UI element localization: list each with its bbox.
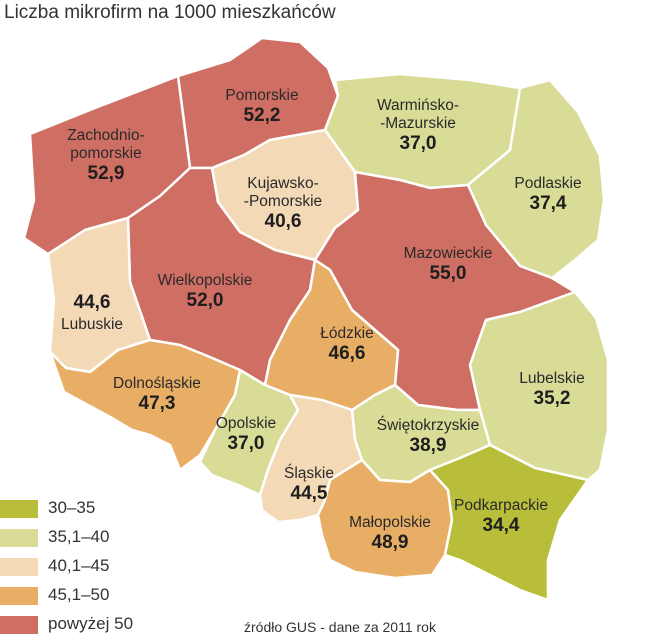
region-value: 44,6 [74, 292, 111, 313]
region-value: 47,3 [139, 393, 176, 414]
region-name: Podlaskie [514, 175, 581, 192]
region-value: 37,0 [400, 133, 437, 154]
legend-item: 45,1–50 [0, 584, 200, 608]
region-name: Małopolskie [349, 514, 431, 531]
region-value: 44,5 [291, 483, 328, 504]
region-podkarpackie[interactable] [428, 443, 590, 602]
region-value: 52,9 [88, 163, 125, 184]
legend-label: powyżej 50 [48, 614, 134, 633]
region-slaskie[interactable] [258, 393, 364, 524]
region-name: Warmińsko- [377, 97, 459, 114]
legend-label: 45,1–50 [48, 585, 110, 604]
region-name: Wielkopolskie [158, 272, 253, 289]
region-name: pomorskie [70, 145, 142, 162]
region-value: 48,9 [372, 532, 409, 553]
region-value: 55,0 [430, 263, 467, 284]
region-value: 40,6 [265, 211, 302, 232]
region-name: Łódzkie [320, 325, 373, 342]
region-value: 52,0 [187, 290, 224, 311]
region-malopolskie[interactable] [316, 458, 454, 580]
region-name: -Pomorskie [244, 193, 322, 210]
map-title: Liczba mikrofirm na 1000 mieszkańców [4, 2, 336, 23]
legend-item: 40,1–45 [0, 555, 200, 579]
legend-item: 35,1–40 [0, 526, 200, 550]
region-name: Lubuskie [61, 316, 123, 333]
region-name: Pomorskie [225, 87, 298, 104]
region-value: 52,2 [244, 105, 281, 126]
legend-swatch [0, 529, 38, 547]
region-name: Śląskie [284, 464, 334, 482]
region-value: 37,4 [530, 193, 567, 214]
legend-label: 40,1–45 [48, 556, 110, 575]
region-name: Podkarpackie [454, 497, 548, 514]
region-name: Dolnośląskie [113, 375, 201, 392]
region-name: Kujawsko- [247, 175, 319, 192]
legend-swatch [0, 616, 38, 634]
region-name: -Mazurskie [380, 115, 456, 132]
legend-swatch [0, 558, 38, 576]
region-label: 44,6 Lubuskie [61, 292, 123, 333]
region-name: Zachodnio- [67, 127, 145, 144]
region-name: Świętokrzyskie [377, 416, 480, 434]
legend-swatch [0, 587, 38, 605]
region-value: 46,6 [329, 343, 366, 364]
region-value: 35,2 [534, 388, 571, 409]
region-value: 37,0 [228, 433, 265, 454]
source-note: źródło GUS - dane za 2011 rok [244, 619, 436, 635]
region-name: Lubelskie [519, 370, 585, 387]
legend-label: 35,1–40 [48, 527, 110, 546]
legend-label: 30–35 [48, 498, 96, 517]
region-value: 38,9 [410, 435, 447, 456]
legend-swatch [0, 500, 38, 518]
legend-item: 30–35 [0, 497, 200, 521]
legend-item: powyżej 50 [0, 613, 200, 637]
region-name: Mazowieckie [404, 245, 493, 262]
region-name: Opolskie [216, 415, 276, 432]
region-value: 34,4 [483, 515, 520, 536]
